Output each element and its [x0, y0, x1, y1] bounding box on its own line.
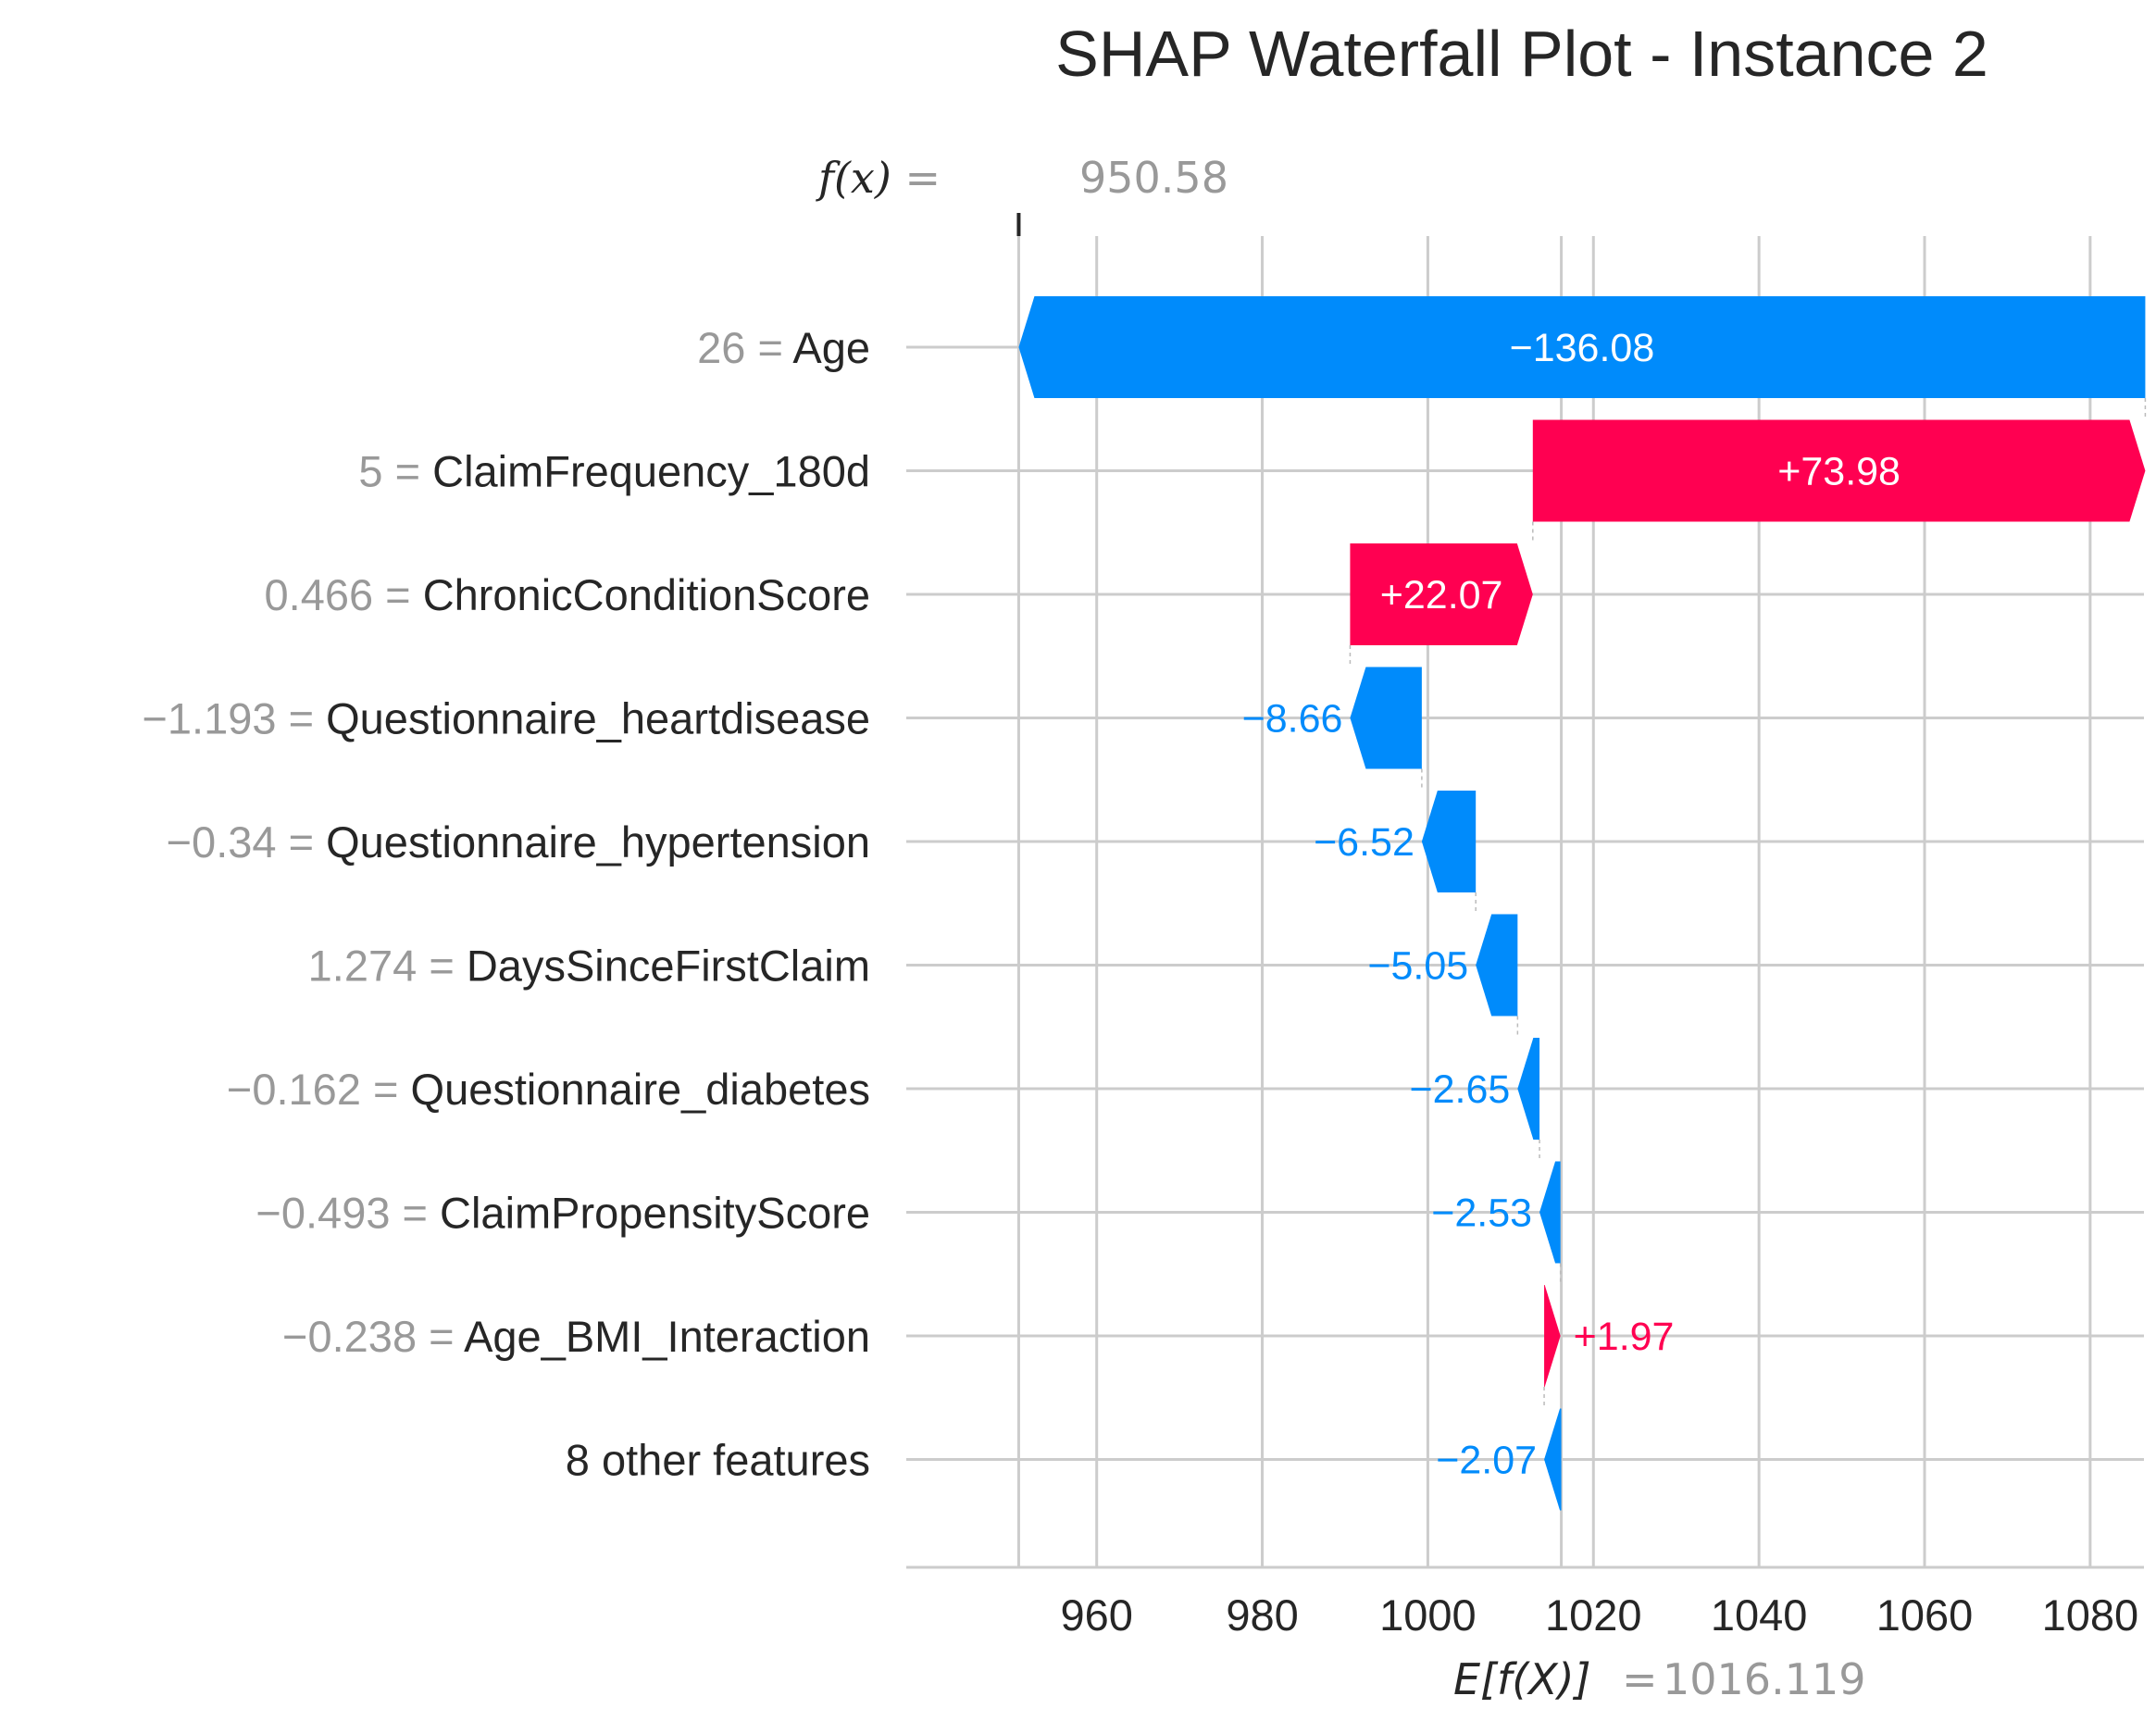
feature-name: 8 other features	[566, 1436, 870, 1485]
bar-value-label: +22.07	[1380, 573, 1503, 617]
feature-label: −0.162 = Questionnaire_diabetes	[227, 1065, 870, 1114]
fx-annotation: f(x) = 950.58	[816, 153, 1228, 203]
feature-value: −1.193 =	[142, 694, 326, 743]
negative-bar	[1421, 791, 1477, 892]
negative-bar	[1350, 667, 1422, 769]
feature-label: −0.34 = Questionnaire_hypertension	[167, 817, 870, 867]
feature-label: −1.193 = Questionnaire_heartdisease	[142, 694, 870, 743]
chart-title: SHAP Waterfall Plot - Instance 2	[1055, 18, 1988, 90]
feature-name: Questionnaire_hypertension	[326, 817, 870, 867]
svg-text:=: =	[1622, 1654, 1658, 1704]
feature-name: DaysSinceFirstClaim	[467, 942, 870, 991]
bars	[1018, 296, 2146, 1511]
feature-label: 5 = ClaimFrequency_180d	[358, 447, 870, 496]
feature-value: 5 =	[358, 447, 432, 496]
grid-layer	[1016, 213, 2092, 1567]
base-value: 1016.119	[1663, 1654, 1866, 1704]
positive-bar	[1350, 543, 1533, 645]
feature-value: 26 =	[697, 323, 792, 372]
feature-labels: 26 = Age 5 = ClaimFrequency_180d 0.466 = C…	[142, 323, 870, 1485]
bar-value-label: +1.97	[1574, 1315, 1675, 1359]
positive-bar	[1544, 1285, 1561, 1387]
negative-bar	[1018, 296, 2146, 398]
feature-value: −0.238 =	[282, 1312, 464, 1361]
x-tick-label: 1040	[1711, 1590, 1808, 1640]
feature-name: Questionnaire_diabetes	[411, 1065, 870, 1114]
bar-value-label: −6.52	[1314, 820, 1414, 865]
x-tick-label: 1060	[1876, 1590, 1974, 1640]
positive-bar	[1532, 419, 2146, 522]
feature-value: −0.162 =	[227, 1065, 411, 1114]
x-tick-label: 1080	[2042, 1590, 2139, 1640]
bar-value-label: −2.53	[1431, 1191, 1532, 1236]
bar-value-label: −2.07	[1436, 1439, 1537, 1483]
svg-text:f(x) =: f(x) =	[816, 153, 941, 203]
feature-name: Age_BMI_Interaction	[464, 1312, 870, 1361]
feature-label: 1.274 = DaysSinceFirstClaim	[308, 942, 870, 991]
bar-value-label: −8.66	[1242, 697, 1343, 742]
bar-labels: −136.08 +73.98 +22.07 −8.66 −6.52 −5.05 −2.65 −…	[1242, 326, 1901, 1483]
feature-label: 0.466 = ChronicConditionScore	[265, 570, 871, 619]
base-label: E[f(X)]	[1453, 1654, 1591, 1704]
feature-value: −0.493 =	[255, 1189, 440, 1238]
x-axis: 960 980 1000 1020 1040 1060 1080	[906, 1565, 2144, 1640]
feature-label: −0.493 = ClaimPropensityScore	[255, 1189, 870, 1238]
fx-label: f(x)	[816, 153, 891, 203]
negative-bar	[1539, 1161, 1561, 1264]
negative-bar	[1544, 1408, 1562, 1511]
x-tick-label: 980	[1226, 1590, 1298, 1640]
feature-label: 26 = Age	[697, 323, 870, 372]
base-value-annotation: E[f(X)] = 1016.119	[1453, 1654, 1866, 1704]
feature-name: ClaimFrequency_180d	[432, 447, 870, 496]
bar-value-label: −136.08	[1510, 326, 1655, 370]
feature-name: Questionnaire_heartdisease	[326, 694, 870, 743]
x-tick-label: 960	[1060, 1590, 1132, 1640]
feature-value: 1.274 =	[308, 942, 467, 991]
connector-lines	[1349, 398, 2147, 1409]
feature-label: −0.238 = Age_BMI_Interaction	[282, 1312, 870, 1361]
bar-value-label: −2.65	[1410, 1067, 1511, 1112]
bar-value-label: +73.98	[1777, 450, 1901, 494]
negative-bar	[1517, 1038, 1540, 1140]
feature-value: 0.466 =	[265, 570, 423, 619]
x-tick-label: 1020	[1545, 1590, 1642, 1640]
bar-value-label: −5.05	[1367, 944, 1468, 989]
x-tick-label: 1000	[1379, 1590, 1477, 1640]
feature-value: −0.34 =	[167, 817, 327, 867]
fx-value: 950.58	[1079, 153, 1228, 203]
feature-name: ClaimPropensityScore	[440, 1189, 870, 1238]
feature-name: Age	[792, 323, 870, 372]
feature-name: ChronicConditionScore	[423, 570, 870, 619]
negative-bar	[1476, 914, 1518, 1016]
feature-label: 8 other features	[566, 1436, 870, 1485]
